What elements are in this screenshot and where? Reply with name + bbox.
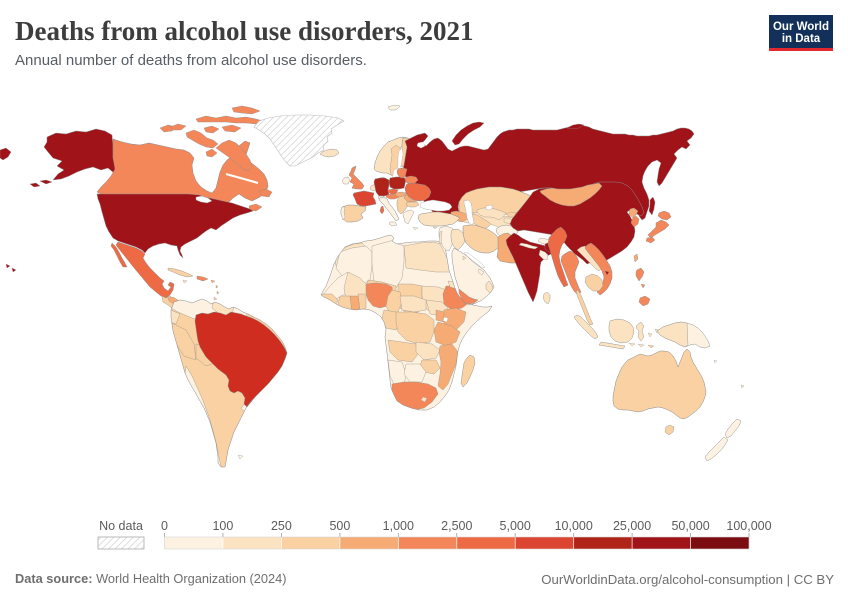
svg-text:1,000: 1,000: [383, 519, 414, 533]
svg-text:100,000: 100,000: [726, 519, 771, 533]
svg-text:500: 500: [329, 519, 350, 533]
svg-text:2,500: 2,500: [441, 519, 472, 533]
svg-text:0: 0: [161, 519, 168, 533]
svg-text:10,000: 10,000: [555, 519, 593, 533]
svg-text:5,000: 5,000: [500, 519, 531, 533]
svg-text:No data: No data: [99, 519, 143, 533]
svg-text:50,000: 50,000: [671, 519, 709, 533]
svg-text:250: 250: [271, 519, 292, 533]
svg-text:100: 100: [212, 519, 233, 533]
svg-text:25,000: 25,000: [613, 519, 651, 533]
